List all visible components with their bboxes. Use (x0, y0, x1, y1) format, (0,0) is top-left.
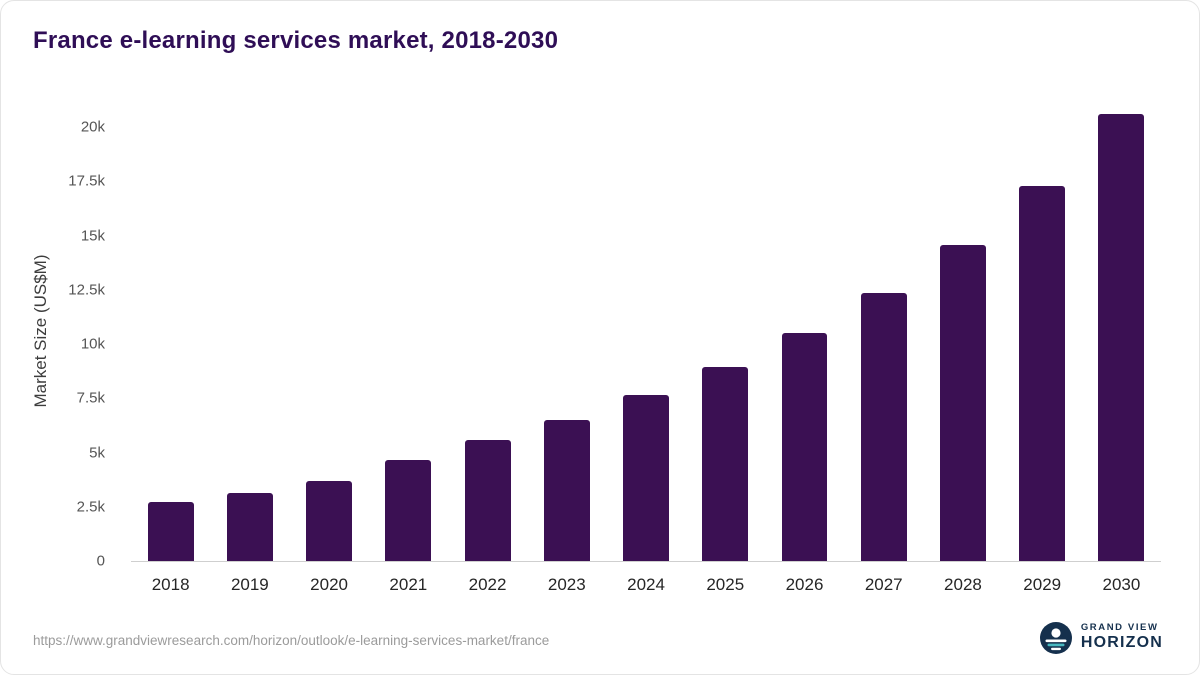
chart-title: France e-learning services market, 2018-… (33, 27, 559, 54)
y-axis-title: Market Size (US$M) (31, 254, 50, 408)
y-tick-label: 12.5k (68, 281, 105, 299)
grand-view-horizon-logo-icon (1039, 622, 1072, 654)
x-tick-label: 2026 (785, 575, 824, 594)
bar-2018[interactable] (147, 502, 194, 561)
y-tick-labels: 0 2.5k 5k 7.5k 10k 12.5k 15k 17.5k 20k (59, 101, 117, 570)
bar-2030[interactable] (1098, 114, 1145, 561)
brand-logo-text: GRAND VIEW HORIZON (1080, 622, 1163, 652)
source-url[interactable]: https://www.grandviewresearch.com/horizo… (33, 633, 550, 648)
y-tick-label: 2.5k (76, 498, 105, 516)
bar-2023[interactable] (543, 419, 590, 561)
y-tick-label: 17.5k (68, 172, 105, 190)
x-tick-label: 2024 (627, 575, 665, 594)
bar-slot (765, 101, 844, 561)
bar-slot (289, 101, 368, 561)
bar-slot (210, 101, 289, 561)
x-tick-label: 2030 (1102, 575, 1141, 594)
bar-slot (369, 101, 448, 561)
bar-2028[interactable] (939, 245, 986, 561)
bar-slot (844, 101, 923, 561)
bars (131, 101, 1161, 561)
bar-2029[interactable] (1019, 185, 1066, 561)
x-tick-label: 2018 (151, 575, 190, 594)
y-tick-label: 7.5k (76, 389, 105, 407)
bar-slot (923, 101, 1002, 561)
bar-slot (1003, 101, 1082, 561)
bar-slot (131, 101, 210, 561)
bar-2022[interactable] (464, 439, 511, 561)
x-tick-label: 2025 (706, 575, 745, 594)
y-tick-label: 10k (80, 335, 105, 353)
x-tick-label: 2029 (1023, 575, 1062, 594)
y-tick-label: 15k (80, 227, 105, 245)
brand-name-bottom: HORIZON (1080, 634, 1163, 652)
bar-slot (527, 101, 606, 561)
x-tick-label: 2027 (864, 575, 903, 594)
bar-2024[interactable] (623, 395, 669, 561)
brand-logo: GRAND VIEW HORIZON (1039, 622, 1163, 654)
x-tick-label: 2021 (389, 575, 428, 594)
x-tick-label: 2020 (310, 575, 348, 594)
bar-2027[interactable] (860, 293, 907, 561)
bar-slot (1082, 101, 1161, 561)
bar-2019[interactable] (226, 492, 273, 561)
x-tick-labels: 2018 2019 2020 2021 2022 2023 2024 2025 2026 2027… (131, 562, 1161, 595)
bar-2026[interactable] (781, 333, 828, 561)
bar-2021[interactable] (385, 460, 432, 561)
x-tick-label: 2019 (230, 575, 269, 594)
x-tick-label: 2028 (944, 575, 982, 594)
bar-2025[interactable] (702, 366, 749, 561)
bar-slot (448, 101, 527, 561)
brand-name-top: GRAND VIEW (1080, 622, 1159, 634)
bar-slot (606, 101, 685, 561)
bar-2020[interactable] (306, 481, 353, 561)
bar-slot (686, 101, 765, 561)
y-tick-label: 0 (96, 552, 105, 570)
plot-area (131, 101, 1161, 562)
y-tick-label: 5k (89, 444, 105, 462)
y-tick-label: 20k (80, 118, 105, 136)
x-tick-label: 2023 (547, 575, 586, 594)
x-tick-label: 2022 (468, 575, 507, 594)
